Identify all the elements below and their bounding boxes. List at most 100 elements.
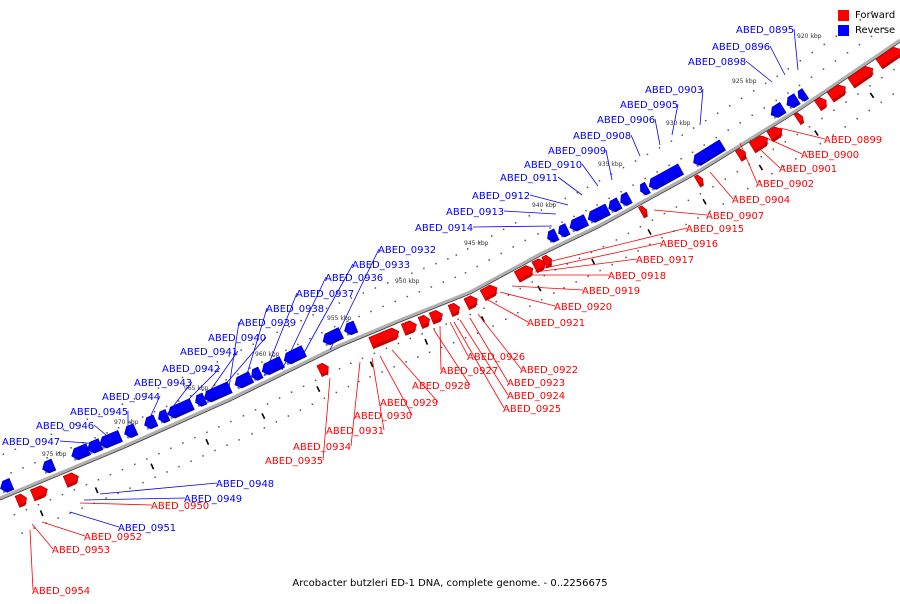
position-dot	[464, 337, 467, 339]
reverse-gene-shade	[89, 447, 101, 455]
reverse-leader	[745, 60, 773, 83]
reverse-gene-label: ABED_0937	[296, 289, 354, 300]
position-dot	[517, 311, 519, 314]
position-dot	[760, 155, 763, 158]
position-dot	[309, 337, 311, 340]
position-dot	[26, 443, 29, 446]
reverse-leader	[630, 134, 641, 157]
position-dot	[519, 287, 522, 290]
position-dot	[739, 122, 741, 124]
position-dot	[697, 217, 699, 219]
forward-leader	[547, 227, 688, 263]
forward-gene-shade	[772, 132, 784, 141]
genome-caption: Arcobacter butzleri ED-1 DNA, complete g…	[292, 578, 608, 589]
position-dot	[358, 380, 360, 383]
position-dot	[740, 97, 743, 100]
position-dot	[771, 172, 773, 175]
scale-tick-label: 925 kbp	[732, 78, 757, 85]
position-dot	[74, 423, 77, 426]
position-dot	[129, 487, 131, 489]
position-dot	[362, 292, 365, 294]
position-dot	[716, 112, 719, 114]
position-dot	[483, 307, 485, 310]
forward-gene	[814, 97, 828, 112]
reverse-gene	[42, 458, 57, 474]
position-dot	[33, 527, 35, 529]
position-dot	[133, 398, 136, 400]
reverse-gene	[569, 214, 590, 233]
genome-axis	[0, 38, 900, 501]
gene-labels: ABED_0895 ABED_0896 ABED_0898 ABED_0903 ABED…	[2, 25, 882, 597]
position-dot	[252, 343, 254, 345]
position-dot	[775, 99, 777, 102]
forward-gene	[875, 46, 900, 70]
forward-gene-label: ABED_0907	[706, 211, 764, 222]
forward-leader	[453, 321, 505, 409]
position-dot	[727, 129, 729, 131]
reverse-gene-label: ABED_0942	[162, 364, 220, 375]
position-dot	[409, 337, 412, 340]
position-dot	[507, 294, 510, 296]
position-dot	[610, 173, 613, 175]
position-dot	[796, 133, 799, 136]
position-dot	[658, 147, 661, 149]
reverse-leader	[793, 28, 799, 71]
reverse-gene-label: ABED_0913	[446, 207, 504, 218]
forward-gene-label: ABED_0930	[354, 411, 412, 422]
reverse-gene-body	[71, 443, 92, 461]
position-dot	[675, 206, 678, 208]
position-dot	[46, 457, 48, 459]
position-dot	[145, 392, 148, 395]
major-tick	[537, 285, 542, 292]
forward-leader	[761, 135, 803, 155]
position-dot	[772, 148, 775, 151]
forward-leader	[433, 329, 471, 386]
position-dot	[602, 245, 605, 248]
reverse-gene-shade	[146, 423, 156, 430]
forward-leader	[469, 317, 509, 383]
reverse-gene	[234, 371, 255, 390]
reverse-gene-shade	[101, 439, 121, 450]
position-dot	[350, 297, 353, 299]
forward-gene-body	[479, 284, 498, 302]
position-dot	[358, 315, 360, 318]
reverse-gene-label: ABED_0940	[208, 333, 266, 344]
scale-tick-label: 935 kbp	[598, 161, 623, 168]
forward-gene	[417, 314, 430, 329]
position-dot	[573, 215, 575, 218]
position-dot	[585, 209, 587, 212]
forward-gene-label: ABED_0918	[608, 271, 666, 282]
forward-gene-shade	[34, 492, 48, 501]
forward-gene	[748, 135, 769, 154]
position-dot	[226, 444, 228, 446]
reverse-gene-label: ABED_0939	[238, 318, 296, 329]
position-dot	[34, 462, 36, 464]
position-dot	[206, 431, 208, 434]
position-dot	[524, 239, 526, 242]
position-dot	[608, 197, 610, 200]
forward-gene-label: ABED_0902	[756, 179, 814, 190]
reverse-gene-shade	[549, 237, 558, 244]
forward-gene	[14, 493, 27, 508]
position-dot	[457, 318, 459, 321]
position-dot	[627, 232, 630, 235]
forward-swatch	[838, 10, 849, 21]
forward-gene-shade	[741, 155, 747, 161]
forward-gene-shade	[799, 120, 804, 124]
position-dot	[687, 199, 690, 202]
position-dot	[692, 127, 695, 129]
position-dot	[153, 411, 156, 413]
legend-forward-label: Forward	[855, 10, 896, 21]
forward-gene-shade	[452, 310, 460, 316]
scale-tick-label: 920 kbp	[797, 33, 822, 40]
forward-gene-label: ABED_0919	[582, 286, 640, 297]
position-dot	[880, 101, 882, 104]
scale-tick-label: 940 kbp	[532, 202, 557, 209]
scale-tick-label: 970 kbp	[114, 419, 139, 426]
position-dot	[57, 517, 59, 519]
position-dot	[393, 366, 395, 368]
forward-leader	[29, 529, 34, 591]
position-dot	[637, 250, 639, 252]
reverse-gene-shade	[695, 148, 724, 168]
